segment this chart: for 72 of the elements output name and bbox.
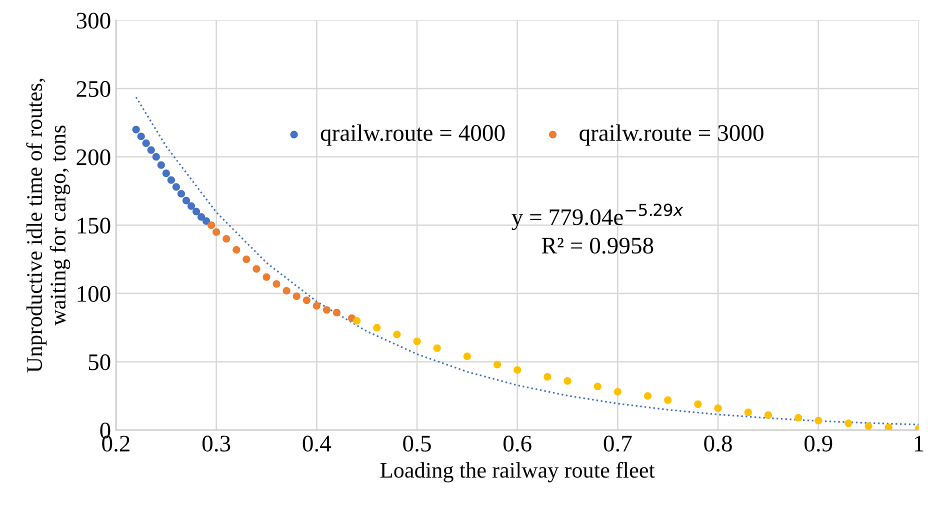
point [232,246,240,254]
point [152,153,160,161]
legend-label: qrailw.route = 4000 [320,124,505,146]
point [187,202,196,210]
point [197,213,206,221]
y-tick-label: 250 [76,81,110,97]
point [844,419,852,428]
point [147,146,155,154]
point [282,286,290,295]
point [272,280,280,288]
point [252,265,260,273]
x-tick-label: 1 [914,436,924,452]
x-tick-label: 0.7 [604,436,632,452]
point [463,352,471,360]
point [312,302,320,310]
point [514,366,522,374]
point [544,373,552,381]
point [744,408,752,416]
y-tick-label: 50 [88,354,110,370]
point [644,392,652,400]
annotation: y = 779.04e$^{−5.29x}$ [512,204,684,230]
point [493,360,502,368]
point [212,228,220,236]
point [884,424,892,430]
point [157,161,165,169]
point [373,324,381,332]
point [172,183,180,191]
x-tick-label: 0.3 [202,436,230,452]
point [694,400,702,408]
point [564,377,572,385]
point [864,422,872,430]
y-tick-label: 200 [76,149,110,166]
point [614,388,622,396]
point [794,414,802,422]
y-axis-title: Unproductive idle time of routes, waiting for cargo, tons [26,78,70,373]
point [664,396,672,404]
point [413,337,421,346]
x-tick-label: 0.9 [804,436,832,452]
point [208,221,216,229]
point [302,296,310,304]
point [353,317,361,325]
y-tick-label: 150 [78,218,110,234]
y-tick-label: 300 [76,12,110,29]
point [262,273,270,281]
point [182,196,190,204]
point [202,217,210,225]
x-tick-label: 0.5 [403,436,431,452]
point [714,404,722,412]
point [433,344,441,352]
point [167,176,175,184]
point [322,306,331,314]
x-tick-label: 0.8 [704,436,732,452]
point [192,208,200,216]
point [162,169,170,178]
point [814,416,822,424]
point [142,139,150,147]
point [332,308,341,316]
point [222,235,230,243]
point [594,382,602,390]
point [242,256,250,264]
y-tick-label: 100 [78,286,110,302]
x-tick-label: 0.6 [504,436,532,452]
annotation: R² = 0.9958 [542,238,654,254]
point [292,292,300,300]
legend-label: qrailw.route = 3000 [580,124,764,146]
x-axis-title: Loading the railway route fleet [380,462,655,482]
point [764,411,772,419]
point [393,330,401,338]
point [137,132,145,140]
x-tick-label: 0.4 [302,436,332,452]
point [132,126,140,134]
point [177,190,186,198]
